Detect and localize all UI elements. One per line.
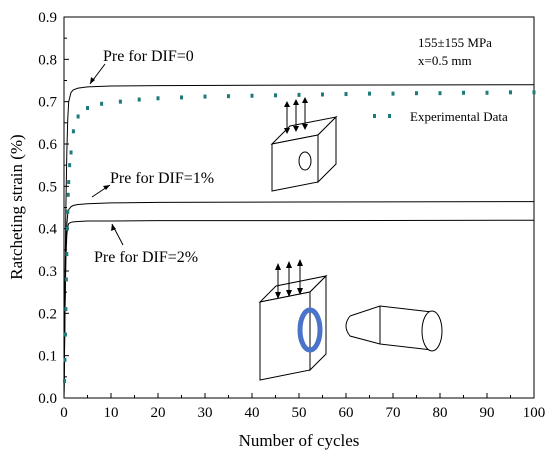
y-tick-label: 0.7	[38, 95, 57, 111]
x-tick-label: 70	[386, 405, 401, 421]
y-axis-title: Ratcheting strain (%)	[7, 134, 26, 279]
x-tick-label: 0	[60, 405, 68, 421]
y-tick-label: 0.4	[38, 222, 57, 238]
experimental-data-point	[137, 97, 141, 102]
x-tick-label: 20	[151, 405, 166, 421]
x-axis-title: Number of cycles	[239, 431, 360, 450]
x-tick-label: 90	[480, 405, 495, 421]
experimental-data-point	[485, 90, 489, 95]
experimental-data-point	[344, 92, 348, 97]
arrowhead-dif2	[111, 224, 116, 231]
experimental-data-point	[438, 91, 442, 96]
label-dif1: Pre for DIF=1%	[110, 170, 214, 187]
depth-annotation: x=0.5 mm	[418, 53, 472, 68]
experimental-data-point	[462, 90, 465, 95]
experimental-data-point	[203, 94, 207, 99]
experimental-data-point	[227, 94, 230, 99]
series-line-1	[63, 84, 535, 399]
x-tick-label: 10	[104, 405, 119, 421]
y-tick-label: 0.0	[38, 391, 57, 407]
experimental-data-point	[368, 91, 371, 96]
experimental-data-point	[63, 332, 67, 337]
experimental-data-point	[86, 106, 89, 111]
experimental-data-point	[63, 357, 67, 362]
experimental-data-point	[532, 90, 536, 95]
experimental-data-point	[180, 95, 183, 100]
label-dif2: Pre for DIF=2%	[94, 249, 198, 266]
x-tick-label: 60	[339, 405, 354, 421]
blue-hole-ring	[297, 307, 323, 353]
x-tick-label: 50	[292, 405, 307, 421]
experimental-data-point	[274, 93, 277, 98]
experimental-data-point	[66, 209, 70, 214]
experimental-data-point	[68, 163, 72, 168]
y-tick-label: 0.3	[38, 264, 57, 280]
experimental-data-point	[118, 99, 122, 104]
experimental-data-point	[100, 101, 104, 106]
series-group	[62, 84, 536, 399]
y-tick-label: 0.8	[38, 52, 57, 68]
arrowhead-dif0	[90, 77, 95, 84]
x-tick-label: 80	[433, 405, 448, 421]
experimental-data-point	[321, 92, 324, 97]
label-dif0: Pre for DIF=0	[103, 48, 194, 65]
x-tick-label: 30	[198, 405, 213, 421]
x-tick-label: 100	[523, 405, 546, 421]
legend-marker-1	[373, 114, 376, 118]
small-specimen-sketch	[270, 100, 338, 192]
small-sketch-arrowheads	[284, 97, 308, 134]
experimental-data-point	[509, 90, 512, 95]
y-tick-label: 0.5	[38, 179, 57, 195]
experimental-data-point	[65, 226, 69, 231]
x-tick-label: 40	[245, 405, 260, 421]
experimental-data-point	[250, 93, 254, 98]
large-sketch-arrowheads	[275, 259, 303, 299]
experimental-data-point	[69, 150, 73, 155]
y-tick-label: 0.1	[38, 349, 57, 365]
cylinder-sketch	[345, 305, 443, 352]
y-tick-label: 0.6	[38, 137, 57, 153]
experimental-data-point	[76, 114, 80, 119]
experimental-data-point	[67, 180, 71, 185]
experimental-data-point	[64, 277, 68, 282]
y-tick-label: 0.2	[38, 306, 57, 322]
arrowhead-dif1	[103, 185, 110, 190]
experimental-data-point	[391, 91, 395, 96]
large-specimen-sketch	[258, 262, 328, 381]
tick-labels: 0 10 20 30 40 50 60 70 80 90 100 0.0 0.1 0.2 0.3 0.4 0.5…	[38, 10, 545, 421]
experimental-data-point	[297, 92, 301, 97]
legend: Experimental Data	[373, 109, 508, 124]
experimental-data-point	[62, 379, 66, 384]
legend-marker-2	[388, 114, 391, 118]
experimental-data-point	[64, 307, 68, 312]
y-tick-label: 0.9	[38, 10, 57, 26]
experimental-data-point	[156, 96, 160, 101]
experimental-data-point	[65, 252, 69, 257]
experimental-data-point	[71, 129, 75, 134]
experimental-data-point	[66, 192, 70, 197]
legend-label-experimental: Experimental Data	[410, 109, 508, 124]
load-annotation: 155±155 MPa	[418, 35, 492, 50]
experimental-data-point	[415, 91, 418, 96]
